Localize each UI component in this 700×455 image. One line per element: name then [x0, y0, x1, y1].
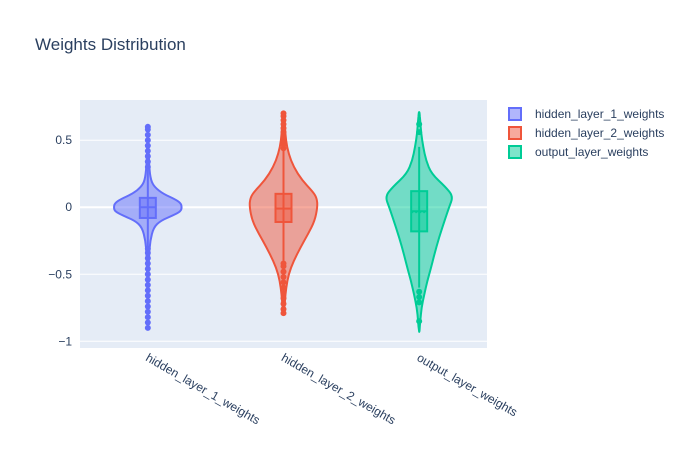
outlier-point: [280, 306, 287, 313]
violins: [113, 110, 453, 333]
outlier-point: [144, 314, 151, 321]
outlier-point: [144, 287, 151, 294]
outlier-point: [144, 153, 151, 160]
y-tick-label: −0.5: [48, 267, 72, 281]
outlier-point: [144, 147, 151, 154]
outlier-point: [144, 308, 151, 315]
y-tick-label: 0.5: [55, 133, 72, 147]
legend[interactable]: hidden_layer_1_weights hidden_layer_2_wei…: [508, 107, 664, 159]
outlier-point: [416, 129, 423, 136]
outlier-point: [280, 260, 287, 267]
outlier-point: [144, 271, 151, 278]
outlier-point: [144, 260, 151, 267]
outlier-point: [144, 142, 151, 149]
legend-label: hidden_layer_2_weights: [535, 126, 664, 140]
legend-item-hidden_layer_1_weights[interactable]: hidden_layer_1_weights: [508, 107, 664, 121]
chart-title: Weights Distribution: [35, 35, 186, 54]
violin-hidden_layer_1_weights: [113, 123, 183, 331]
y-axis-ticks: 0.5 0 −0.5 −1: [48, 133, 72, 348]
outlier-point: [416, 299, 423, 306]
outlier-point: [144, 158, 151, 165]
outlier-point: [280, 300, 287, 307]
outlier-point: [416, 288, 423, 295]
outlier-point: [144, 137, 151, 144]
outlier-point: [144, 265, 151, 272]
outlier-point: [280, 110, 287, 117]
outlier-point: [144, 276, 151, 283]
outlier-point: [144, 303, 151, 310]
legend-swatch: [508, 107, 522, 121]
outlier-point: [280, 268, 287, 275]
outlier-point: [144, 255, 151, 262]
outlier-point: [144, 292, 151, 299]
legend-swatch: [508, 145, 522, 159]
outlier-point: [144, 245, 151, 252]
outlier-point: [280, 295, 287, 302]
outlier-point: [416, 121, 423, 128]
outlier-point: [280, 279, 287, 286]
legend-item-hidden_layer_2_weights[interactable]: hidden_layer_2_weights: [508, 126, 664, 140]
outlier-point: [144, 281, 151, 288]
legend-label: hidden_layer_1_weights: [535, 107, 664, 121]
outlier-point: [144, 298, 151, 305]
legend-item-output_layer_weights[interactable]: output_layer_weights: [508, 145, 648, 159]
legend-label: output_layer_weights: [535, 145, 648, 159]
outlier-point: [144, 164, 151, 171]
outlier-point: [416, 318, 423, 325]
y-tick-label: 0: [65, 200, 72, 214]
outlier-point: [280, 273, 287, 280]
outlier-point: [144, 319, 151, 326]
outlier-point: [416, 294, 423, 301]
outlier-point: [144, 131, 151, 138]
outlier-point: [280, 284, 287, 291]
outlier-point: [144, 324, 151, 331]
legend-swatch: [508, 126, 522, 140]
violin-output_layer_weights: [385, 111, 453, 333]
outlier-point: [280, 290, 287, 297]
outlier-point: [144, 123, 151, 130]
y-tick-label: −1: [58, 334, 72, 348]
violin-hidden_layer_2_weights: [248, 110, 319, 317]
